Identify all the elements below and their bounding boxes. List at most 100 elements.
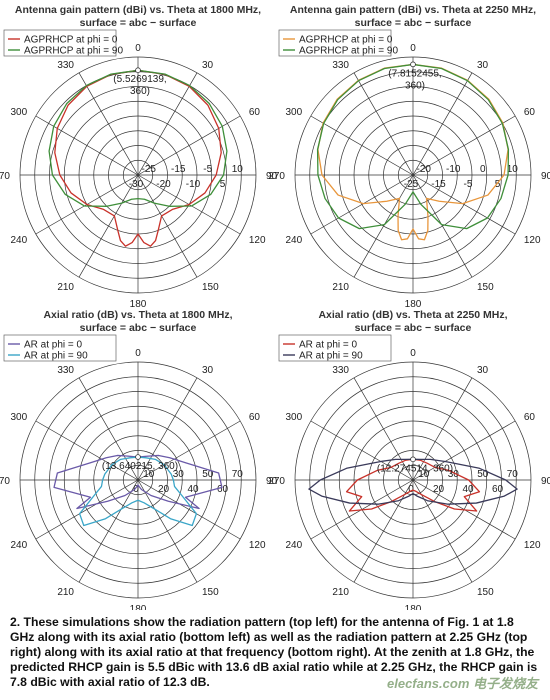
angle-tick-label: 0 xyxy=(410,348,416,359)
peak-annotation: 360) xyxy=(405,80,425,91)
angle-tick-label: 90 xyxy=(541,171,550,182)
chart-title: Axial ratio (dB) vs. Theta at 1800 MHz, xyxy=(43,309,232,321)
radial-tick-label: 70 xyxy=(232,469,244,480)
radial-tick-label: 5 xyxy=(495,179,501,190)
angle-tick-label: 240 xyxy=(285,235,302,246)
angle-tick-label: 180 xyxy=(130,604,147,610)
grid-spoke xyxy=(412,72,473,176)
grid-spoke xyxy=(137,479,241,540)
angle-tick-label: 90 xyxy=(266,476,278,487)
radial-tick-label: 20 xyxy=(158,484,170,495)
grid-spoke xyxy=(78,377,139,481)
radial-tick-label: -5 xyxy=(203,164,212,175)
angle-tick-label: 90 xyxy=(266,171,278,182)
angle-tick-label: 300 xyxy=(285,412,302,423)
grid-spoke xyxy=(353,174,414,278)
grid-spoke xyxy=(137,479,198,583)
angle-tick-label: 30 xyxy=(477,365,489,376)
grid-spoke xyxy=(35,115,139,176)
radial-tick-label: 10 xyxy=(418,469,430,480)
grid-spoke xyxy=(35,420,139,481)
chart-title: Antenna gain pattern (dBi) vs. Theta at … xyxy=(290,4,536,16)
angle-tick-label: 330 xyxy=(332,60,349,71)
angle-tick-label: 330 xyxy=(57,60,74,71)
grid-spoke xyxy=(412,174,516,235)
radial-tick-label: -10 xyxy=(446,164,461,175)
chart-title: Antenna gain pattern (dBi) vs. Theta at … xyxy=(15,4,261,16)
series-line-2 xyxy=(308,458,518,505)
radial-tick-label: -30 xyxy=(129,179,144,190)
grid-spoke xyxy=(412,115,516,176)
radial-tick-label: 50 xyxy=(477,469,489,480)
radial-tick-label: 60 xyxy=(217,484,229,495)
angle-tick-label: 270 xyxy=(268,476,285,487)
grid-spoke xyxy=(78,174,139,278)
grid-spoke xyxy=(353,479,414,583)
angle-tick-label: 270 xyxy=(0,476,10,487)
series-line-2 xyxy=(316,63,510,230)
radial-tick-label: 5 xyxy=(220,179,226,190)
angle-tick-label: 90 xyxy=(541,476,550,487)
grid-spoke xyxy=(310,115,414,176)
grid-spoke xyxy=(137,72,198,176)
grid-spoke xyxy=(78,72,139,176)
legend-entry-1: AR at phi = 0 xyxy=(24,340,83,351)
peak-annotation: 360) xyxy=(130,86,150,97)
angle-tick-label: 0 xyxy=(410,43,416,54)
radial-tick-label: -15 xyxy=(171,164,186,175)
radial-tick-label: 0 xyxy=(480,164,486,175)
polar-chart-4: Axial ratio (dB) vs. Theta at 2250 MHz,s… xyxy=(268,309,550,610)
angle-tick-label: 30 xyxy=(202,60,214,71)
radial-tick-label: -20 xyxy=(417,164,432,175)
chart-title: Axial ratio (dB) vs. Theta at 2250 MHz, xyxy=(318,309,507,321)
angle-tick-label: 210 xyxy=(57,282,74,293)
watermark: elecfans.com 电子发烧友 xyxy=(387,676,538,691)
angle-tick-label: 270 xyxy=(0,171,10,182)
angle-tick-label: 60 xyxy=(249,412,261,423)
grid-spoke xyxy=(412,377,473,481)
series-line-1 xyxy=(54,69,222,247)
peak-marker xyxy=(410,456,416,463)
angle-tick-label: 240 xyxy=(10,540,27,551)
angle-tick-label: 330 xyxy=(57,365,74,376)
legend-entry-2: AR at phi = 90 xyxy=(24,351,88,362)
radial-tick-label: -5 xyxy=(464,179,473,190)
legend-entry-2: AGPRHCP at phi = 90 xyxy=(299,46,398,57)
angle-tick-label: 210 xyxy=(57,587,74,598)
legend-entry-2: AR at phi = 90 xyxy=(299,351,363,362)
polar-charts-figure: Antenna gain pattern (dBi) vs. Theta at … xyxy=(0,4,550,610)
angle-tick-label: 150 xyxy=(202,587,219,598)
polar-chart-3: Axial ratio (dB) vs. Theta at 1800 MHz,s… xyxy=(0,309,278,610)
angle-tick-label: 60 xyxy=(524,107,536,118)
radial-tick-label: -15 xyxy=(431,179,446,190)
grid-spoke xyxy=(310,174,414,235)
angle-tick-label: 150 xyxy=(477,587,494,598)
series-line-1 xyxy=(53,454,223,510)
legend-entry-1: AGPRHCP at phi = 0 xyxy=(24,35,118,46)
grid-spoke xyxy=(412,420,516,481)
chart-subtitle: surface = abc − surface xyxy=(80,17,197,29)
radial-tick-label: 10 xyxy=(232,164,244,175)
grid-spoke xyxy=(310,420,414,481)
radial-tick-label: 30 xyxy=(173,469,185,480)
radial-tick-label: 0 xyxy=(408,484,414,495)
legend-entry-1: AGPRHCP at phi = 0 xyxy=(299,35,393,46)
angle-tick-label: 240 xyxy=(10,235,27,246)
angle-tick-label: 240 xyxy=(285,540,302,551)
legend-box xyxy=(3,29,117,57)
grid-spoke xyxy=(78,479,139,583)
angle-tick-label: 300 xyxy=(10,107,27,118)
radial-tick-label: 40 xyxy=(187,484,199,495)
radial-tick-label: 40 xyxy=(462,484,474,495)
radial-tick-label: -25 xyxy=(142,164,157,175)
radial-tick-label: 10 xyxy=(143,469,155,480)
angle-tick-label: 180 xyxy=(130,299,147,310)
peak-marker xyxy=(135,454,141,460)
grid-spoke xyxy=(35,479,139,540)
grid-spoke xyxy=(137,174,198,278)
chart-subtitle: surface = abc − surface xyxy=(80,322,197,334)
angle-tick-label: 120 xyxy=(524,540,541,551)
angle-tick-label: 0 xyxy=(135,43,141,54)
